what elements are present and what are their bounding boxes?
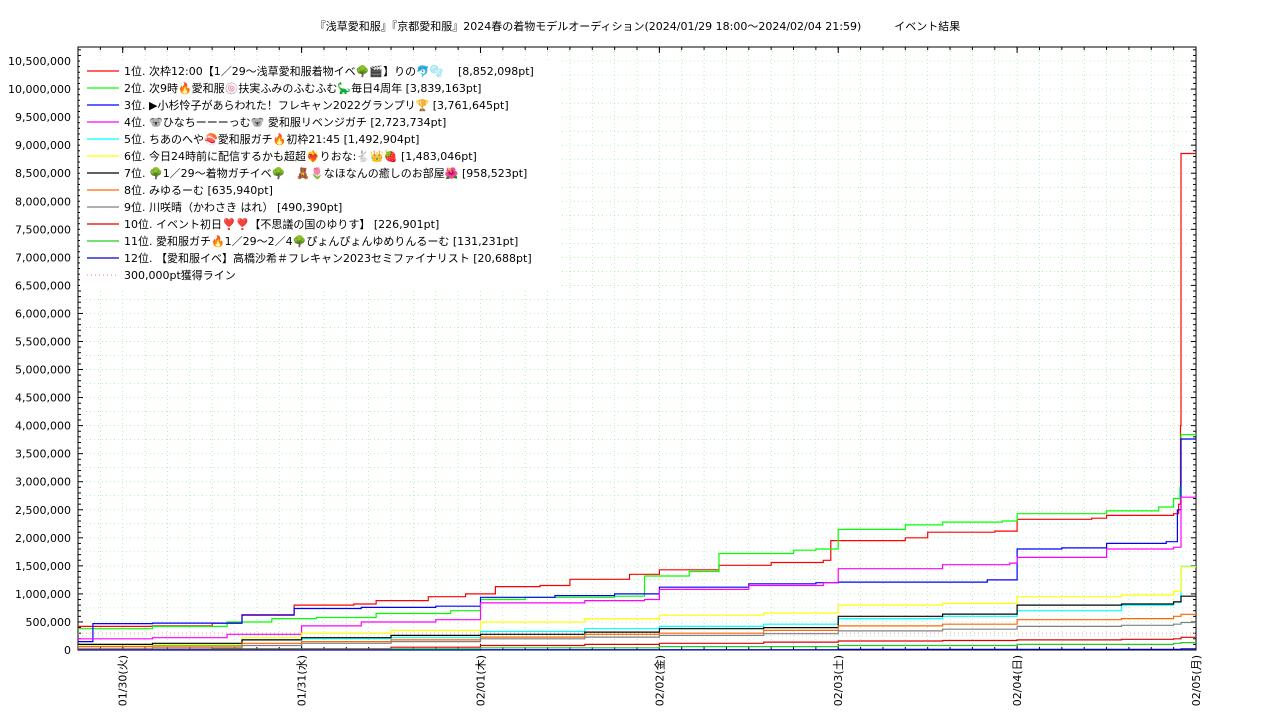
legend: 1位. 次枠12:00【1／29〜浅草愛和服着物イベ🌳🎬】りの🐬🫧 [8,852…	[80, 60, 560, 290]
y-tick-label: 10,000,000	[8, 83, 71, 96]
legend-label: 5位. ちあのへや🍣愛和服ガチ🔥初枠21:45 [1,492,904pt]	[124, 132, 419, 146]
y-tick-label: 9,500,000	[15, 111, 71, 124]
x-axis: 01/30(火) 01/31(水) 02/01(木) 02/02(金) 02/03(土)…	[77, 47, 1203, 706]
legend-label: 1位. 次枠12:00【1／29〜浅草愛和服着物イベ🌳🎬】りの🐬🫧 [8,852…	[124, 64, 534, 78]
y-tick-label: 6,500,000	[15, 279, 71, 292]
series-line-2	[78, 434, 1196, 630]
legend-label: 7位. 🌳1／29〜着物ガチイベ🌳 🧸🌷なほなんの癒しのお部屋🌺 [958,52…	[124, 166, 527, 180]
y-tick-label: 1,000,000	[15, 588, 71, 601]
series-line-7	[78, 595, 1196, 645]
series-line-3	[78, 438, 1196, 643]
legend-label: 12位. 【愛和服イベ】高橋沙希＃フレキャン2023セミファイナリスト [20,…	[124, 251, 532, 265]
series-layer	[78, 152, 1196, 651]
legend-label: 10位. イベント初日❣️❣️【不思議の国のゆりす】 [226,901pt]	[124, 217, 439, 231]
series-line-12	[78, 648, 1196, 651]
legend-label: 2位. 次9時🔥愛和服🍥扶実ふみのふむふむ🦕毎日4周年 [3,839,163pt…	[124, 81, 481, 95]
y-tick-label: 7,000,000	[15, 251, 71, 264]
series-line-10	[78, 636, 1196, 650]
legend-label: 4位. 🐨ひなちーーーっむ🐨 愛和服リベンジガチ [2,723,734pt]	[124, 115, 446, 129]
y-tick-label: 8,000,000	[15, 195, 71, 208]
series-line-9	[78, 621, 1196, 650]
y-tick-label: 2,000,000	[15, 532, 71, 545]
y-tick-label: 10,500,000	[8, 55, 71, 68]
y-tick-label: 4,500,000	[15, 392, 71, 405]
y-tick-label: 5,000,000	[15, 364, 71, 377]
y-tick-label: 500,000	[26, 616, 72, 629]
x-tick-label: 01/31(水)	[296, 655, 309, 706]
series-line-4	[78, 496, 1196, 640]
y-tick-label: 6,000,000	[15, 307, 71, 320]
y-tick-label: 9,000,000	[15, 139, 71, 152]
y-tick-label: 3,000,000	[15, 476, 71, 489]
series-line-6	[78, 566, 1196, 646]
y-tick-label: 0	[64, 644, 71, 657]
y-tick-label: 7,500,000	[15, 223, 71, 236]
legend-label: 8位. みゆるーむ [635,940pt]	[124, 183, 273, 197]
legend-label: 6位. 今日24時前に配信するかも超超❤️‍🔥りおな:🐇👑🍓 [1,483,04…	[124, 149, 477, 163]
x-tick-label: 02/02(金)	[652, 655, 666, 706]
y-axis: 0 500,000 1,000,000 1,500,000 2,000,000 2,500…	[8, 49, 1196, 657]
x-tick-label: 01/30(火)	[117, 655, 130, 706]
legend-box	[80, 60, 560, 290]
y-tick-label: 2,500,000	[15, 504, 71, 517]
legend-label: 300,000pt獲得ライン	[124, 269, 236, 282]
x-tick-label: 02/03(土)	[832, 655, 845, 706]
series-line-8	[78, 613, 1196, 648]
y-tick-label: 5,500,000	[15, 335, 71, 348]
legend-label: 9位. 川咲晴（かわさき はれ） [490,390pt]	[124, 200, 342, 214]
legend-label: 3位. ▶小杉怜子があらわれた！フレキャン2022グランプリ🏆 [3,761,6…	[124, 98, 509, 112]
chart-title: 『浅草愛和服』『京都愛和服』2024春の着物モデルオーディション(2024/01…	[314, 20, 961, 33]
y-tick-label: 3,500,000	[15, 448, 71, 461]
y-tick-label: 4,000,000	[15, 420, 71, 433]
x-tick-label: 02/05(月)	[1190, 655, 1203, 706]
y-tick-label: 8,500,000	[15, 167, 71, 180]
y-tick-label: 1,500,000	[15, 560, 71, 573]
legend-label: 11位. 愛和服ガチ🔥1／29〜2／4🌳ぴょんぴょんゆめりんるーむ [131,2…	[124, 234, 518, 248]
x-tick-label: 02/01(木)	[474, 655, 487, 706]
x-tick-label: 02/04(日)	[1011, 655, 1024, 706]
